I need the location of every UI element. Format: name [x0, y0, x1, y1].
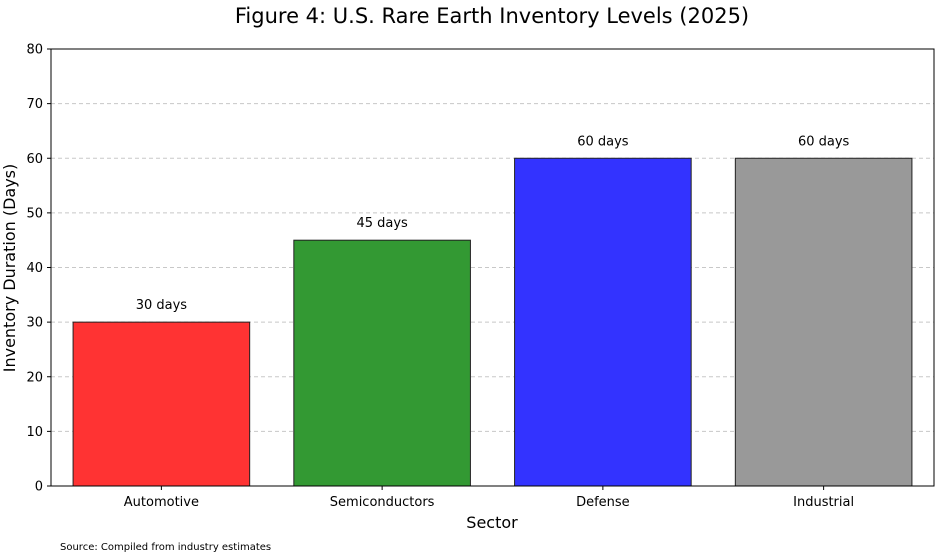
y-tick-label: 0: [35, 480, 43, 495]
bar: [734, 157, 913, 487]
bars: [72, 157, 913, 487]
chart-title: Figure 4: U.S. Rare Earth Inventory Leve…: [235, 4, 749, 28]
data-label: 45 days: [356, 216, 408, 231]
y-tick-label: 80: [26, 43, 43, 58]
y-tick-label: 40: [26, 261, 43, 276]
bar: [514, 157, 692, 487]
bar: [72, 321, 251, 487]
data-label: 60 days: [798, 134, 850, 149]
x-tick-label: Defense: [576, 495, 630, 510]
y-tick-label: 30: [26, 316, 43, 331]
data-labels: 30 days 45 days 60 days 60 days: [136, 134, 850, 313]
y-axis-ticks: 0 10 20 30 40 50 60 70 80: [26, 43, 51, 495]
x-tick-label: Industrial: [793, 495, 854, 510]
y-tick-label: 50: [26, 206, 43, 221]
y-tick-label: 60: [26, 152, 43, 167]
y-tick-label: 20: [26, 370, 43, 385]
data-label: 60 days: [577, 134, 629, 149]
source-note: Source: Compiled from industry estimates: [60, 542, 272, 553]
x-tick-label: Semiconductors: [330, 495, 435, 510]
y-tick-label: 10: [26, 425, 43, 440]
y-axis-title: Inventory Duration (Days): [0, 164, 19, 373]
data-label: 30 days: [136, 298, 188, 313]
x-axis-title: Sector: [466, 513, 518, 532]
x-axis-ticks: Automotive Semiconductors Defense Industria…: [124, 486, 854, 510]
bar: [293, 239, 471, 487]
x-tick-label: Automotive: [124, 495, 199, 510]
y-tick-label: 70: [26, 97, 43, 112]
